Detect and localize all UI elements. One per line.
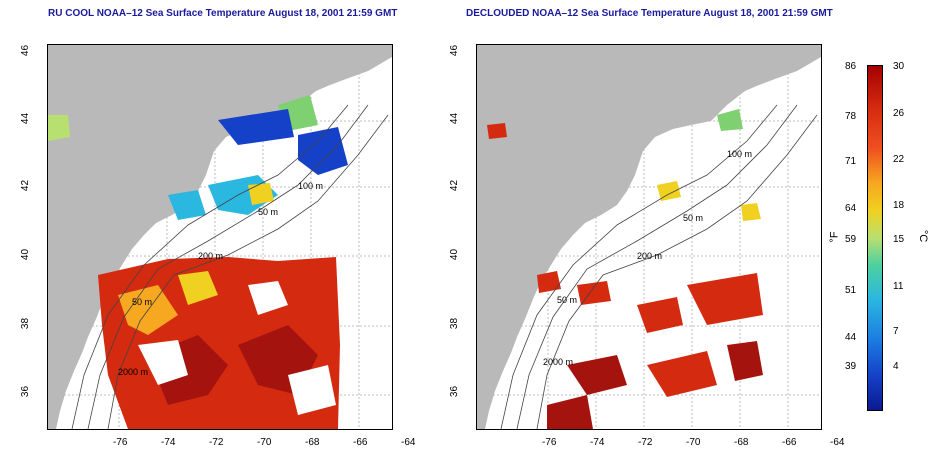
right-sst-map: 100 m 50 m 200 m 50 m 2000 m [476, 44, 822, 430]
contour-label: 2000 m [118, 367, 148, 377]
sst-cool-region [48, 95, 348, 220]
contour-label: 50 m [557, 295, 577, 305]
contour-label: 50 m [258, 207, 278, 217]
land-mass [477, 45, 821, 429]
contour-label: 200 m [637, 251, 662, 261]
sst-warm-region [98, 257, 340, 429]
temperature-colorbar [867, 65, 883, 411]
left-map-title: RU COOL NOAA–12 Sea Surface Temperature … [48, 8, 398, 19]
land-mass [48, 45, 392, 429]
contour-label: 2000 m [543, 357, 573, 367]
right-map-title: DECLOUDED NOAA–12 Sea Surface Temperatur… [466, 8, 833, 19]
left-sst-map: 100 m 50 m 200 m 50 m 2000 m [47, 44, 393, 430]
contour-label: 100 m [298, 181, 323, 191]
fahrenheit-unit: °F [828, 231, 841, 243]
contour-label: 50 m [132, 297, 152, 307]
contour-label: 100 m [727, 149, 752, 159]
contour-label: 50 m [683, 213, 703, 223]
sst-decloud-region [487, 109, 763, 429]
contour-label: 200 m [198, 251, 223, 261]
celsius-unit: °C [917, 229, 930, 243]
